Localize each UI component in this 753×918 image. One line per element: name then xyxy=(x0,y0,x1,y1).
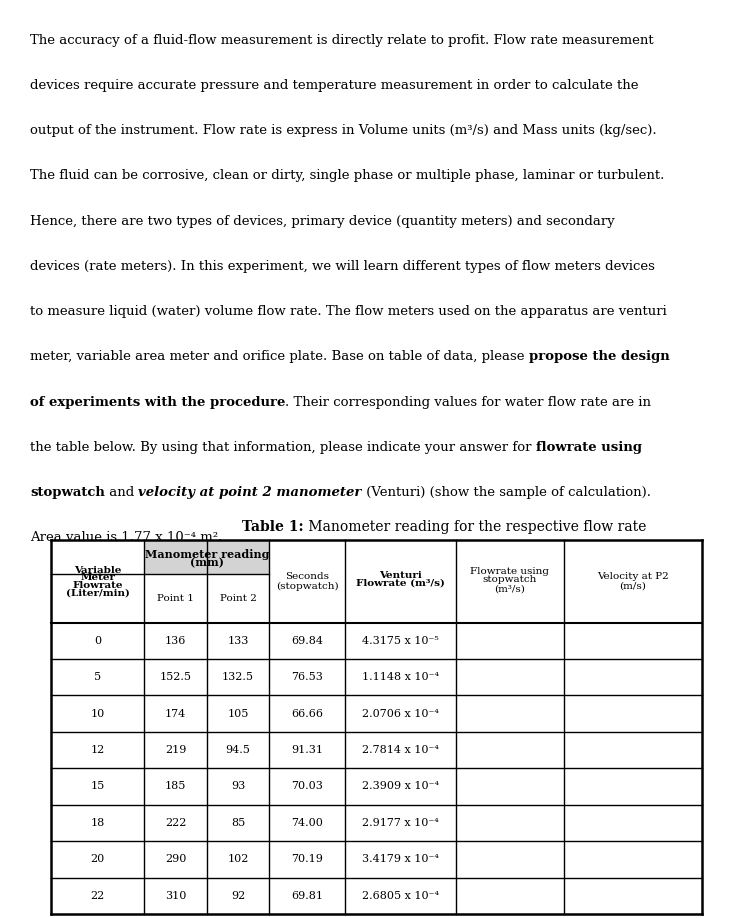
Text: 18: 18 xyxy=(90,818,105,828)
Bar xyxy=(145,541,269,574)
Text: (m/s): (m/s) xyxy=(620,582,646,591)
Text: the table below. By using that information, please indicate your answer for: the table below. By using that informati… xyxy=(30,441,536,453)
Text: 219: 219 xyxy=(165,745,186,755)
Text: Area value is 1.77 x 10⁻⁴ m².: Area value is 1.77 x 10⁻⁴ m². xyxy=(30,532,222,544)
Text: of experiments with the procedure: of experiments with the procedure xyxy=(30,396,285,409)
Text: 76.53: 76.53 xyxy=(291,672,323,682)
Text: Velocity at P2: Velocity at P2 xyxy=(597,572,669,581)
Text: 2.3909 x 10⁻⁴: 2.3909 x 10⁻⁴ xyxy=(362,781,439,791)
Text: 92: 92 xyxy=(231,890,245,901)
Text: Manometer reading: Manometer reading xyxy=(145,549,269,560)
Text: 105: 105 xyxy=(227,709,248,719)
Text: velocity at point 2 manometer: velocity at point 2 manometer xyxy=(139,487,362,499)
Text: Flowrate (m³/s): Flowrate (m³/s) xyxy=(356,579,445,588)
Text: 185: 185 xyxy=(165,781,186,791)
Text: output of the instrument. Flow rate is express in Volume units (m³/s) and Mass u: output of the instrument. Flow rate is e… xyxy=(30,124,657,138)
Text: 133: 133 xyxy=(227,636,248,645)
Text: to measure liquid (water) volume flow rate. The flow meters used on the apparatu: to measure liquid (water) volume flow ra… xyxy=(30,305,667,319)
Text: 3.4179 x 10⁻⁴: 3.4179 x 10⁻⁴ xyxy=(362,855,439,865)
Text: devices require accurate pressure and temperature measurement in order to calcul: devices require accurate pressure and te… xyxy=(30,79,639,92)
Text: 222: 222 xyxy=(165,818,186,828)
Text: Point 1: Point 1 xyxy=(157,594,194,603)
Text: The fluid can be corrosive, clean or dirty, single phase or multiple phase, lami: The fluid can be corrosive, clean or dir… xyxy=(30,170,664,183)
Text: 20: 20 xyxy=(90,855,105,865)
Text: and: and xyxy=(105,487,139,499)
Text: propose the design: propose the design xyxy=(529,351,669,364)
Text: meter, variable area meter and orifice plate. Base on table of data, please: meter, variable area meter and orifice p… xyxy=(30,351,529,364)
Text: Flowrate using: Flowrate using xyxy=(471,567,550,577)
Text: Table 1:: Table 1: xyxy=(242,521,303,534)
Text: 93: 93 xyxy=(231,781,245,791)
Text: Variable: Variable xyxy=(74,565,121,575)
Text: 85: 85 xyxy=(231,818,245,828)
Text: 2.9177 x 10⁻⁴: 2.9177 x 10⁻⁴ xyxy=(362,818,439,828)
Text: 15: 15 xyxy=(90,781,105,791)
Text: stopwatch: stopwatch xyxy=(483,576,537,585)
Text: 2.7814 x 10⁻⁴: 2.7814 x 10⁻⁴ xyxy=(362,745,439,755)
Text: (stopwatch): (stopwatch) xyxy=(276,582,339,591)
Text: stopwatch: stopwatch xyxy=(30,487,105,499)
Text: 132.5: 132.5 xyxy=(222,672,254,682)
Text: 70.19: 70.19 xyxy=(291,855,323,865)
Text: Flowrate: Flowrate xyxy=(72,581,123,590)
Text: 70.03: 70.03 xyxy=(291,781,323,791)
Text: . Their corresponding values for water flow rate are in: . Their corresponding values for water f… xyxy=(285,396,651,409)
Text: 69.81: 69.81 xyxy=(291,890,323,901)
Text: 2.0706 x 10⁻⁴: 2.0706 x 10⁻⁴ xyxy=(362,709,439,719)
Text: 310: 310 xyxy=(165,890,186,901)
Text: 174: 174 xyxy=(165,709,186,719)
Text: 2.6805 x 10⁻⁴: 2.6805 x 10⁻⁴ xyxy=(362,890,439,901)
Text: 152.5: 152.5 xyxy=(160,672,191,682)
Text: 102: 102 xyxy=(227,855,248,865)
Text: 66.66: 66.66 xyxy=(291,709,323,719)
Text: The accuracy of a fluid-flow measurement is directly relate to profit. Flow rate: The accuracy of a fluid-flow measurement… xyxy=(30,34,654,47)
Text: 69.84: 69.84 xyxy=(291,636,323,645)
Text: (Liter/min): (Liter/min) xyxy=(66,588,130,598)
Text: 12: 12 xyxy=(90,745,105,755)
Text: Manometer reading for the respective flow rate: Manometer reading for the respective flo… xyxy=(303,521,646,534)
Text: 1.1148 x 10⁻⁴: 1.1148 x 10⁻⁴ xyxy=(362,672,439,682)
Text: flowrate using: flowrate using xyxy=(536,441,642,453)
Text: (Venturi) (show the sample of calculation).: (Venturi) (show the sample of calculatio… xyxy=(362,487,651,499)
Text: (mm): (mm) xyxy=(190,558,224,569)
Text: Seconds: Seconds xyxy=(285,572,329,581)
Text: devices (rate meters). In this experiment, we will learn different types of flow: devices (rate meters). In this experimen… xyxy=(30,260,655,273)
Text: 0: 0 xyxy=(94,636,101,645)
Text: 5: 5 xyxy=(94,672,101,682)
Text: 22: 22 xyxy=(90,890,105,901)
Text: Hence, there are two types of devices, primary device (quantity meters) and seco: Hence, there are two types of devices, p… xyxy=(30,215,615,228)
Text: Meter: Meter xyxy=(80,573,115,582)
Text: 10: 10 xyxy=(90,709,105,719)
Text: 74.00: 74.00 xyxy=(291,818,323,828)
Text: Point 2: Point 2 xyxy=(220,594,256,603)
Text: (m³/s): (m³/s) xyxy=(495,584,526,593)
Text: 94.5: 94.5 xyxy=(225,745,251,755)
Text: Venturi: Venturi xyxy=(380,571,422,580)
Text: 290: 290 xyxy=(165,855,186,865)
Text: 91.31: 91.31 xyxy=(291,745,323,755)
Text: 4.3175 x 10⁻⁵: 4.3175 x 10⁻⁵ xyxy=(362,636,439,645)
Text: 136: 136 xyxy=(165,636,186,645)
